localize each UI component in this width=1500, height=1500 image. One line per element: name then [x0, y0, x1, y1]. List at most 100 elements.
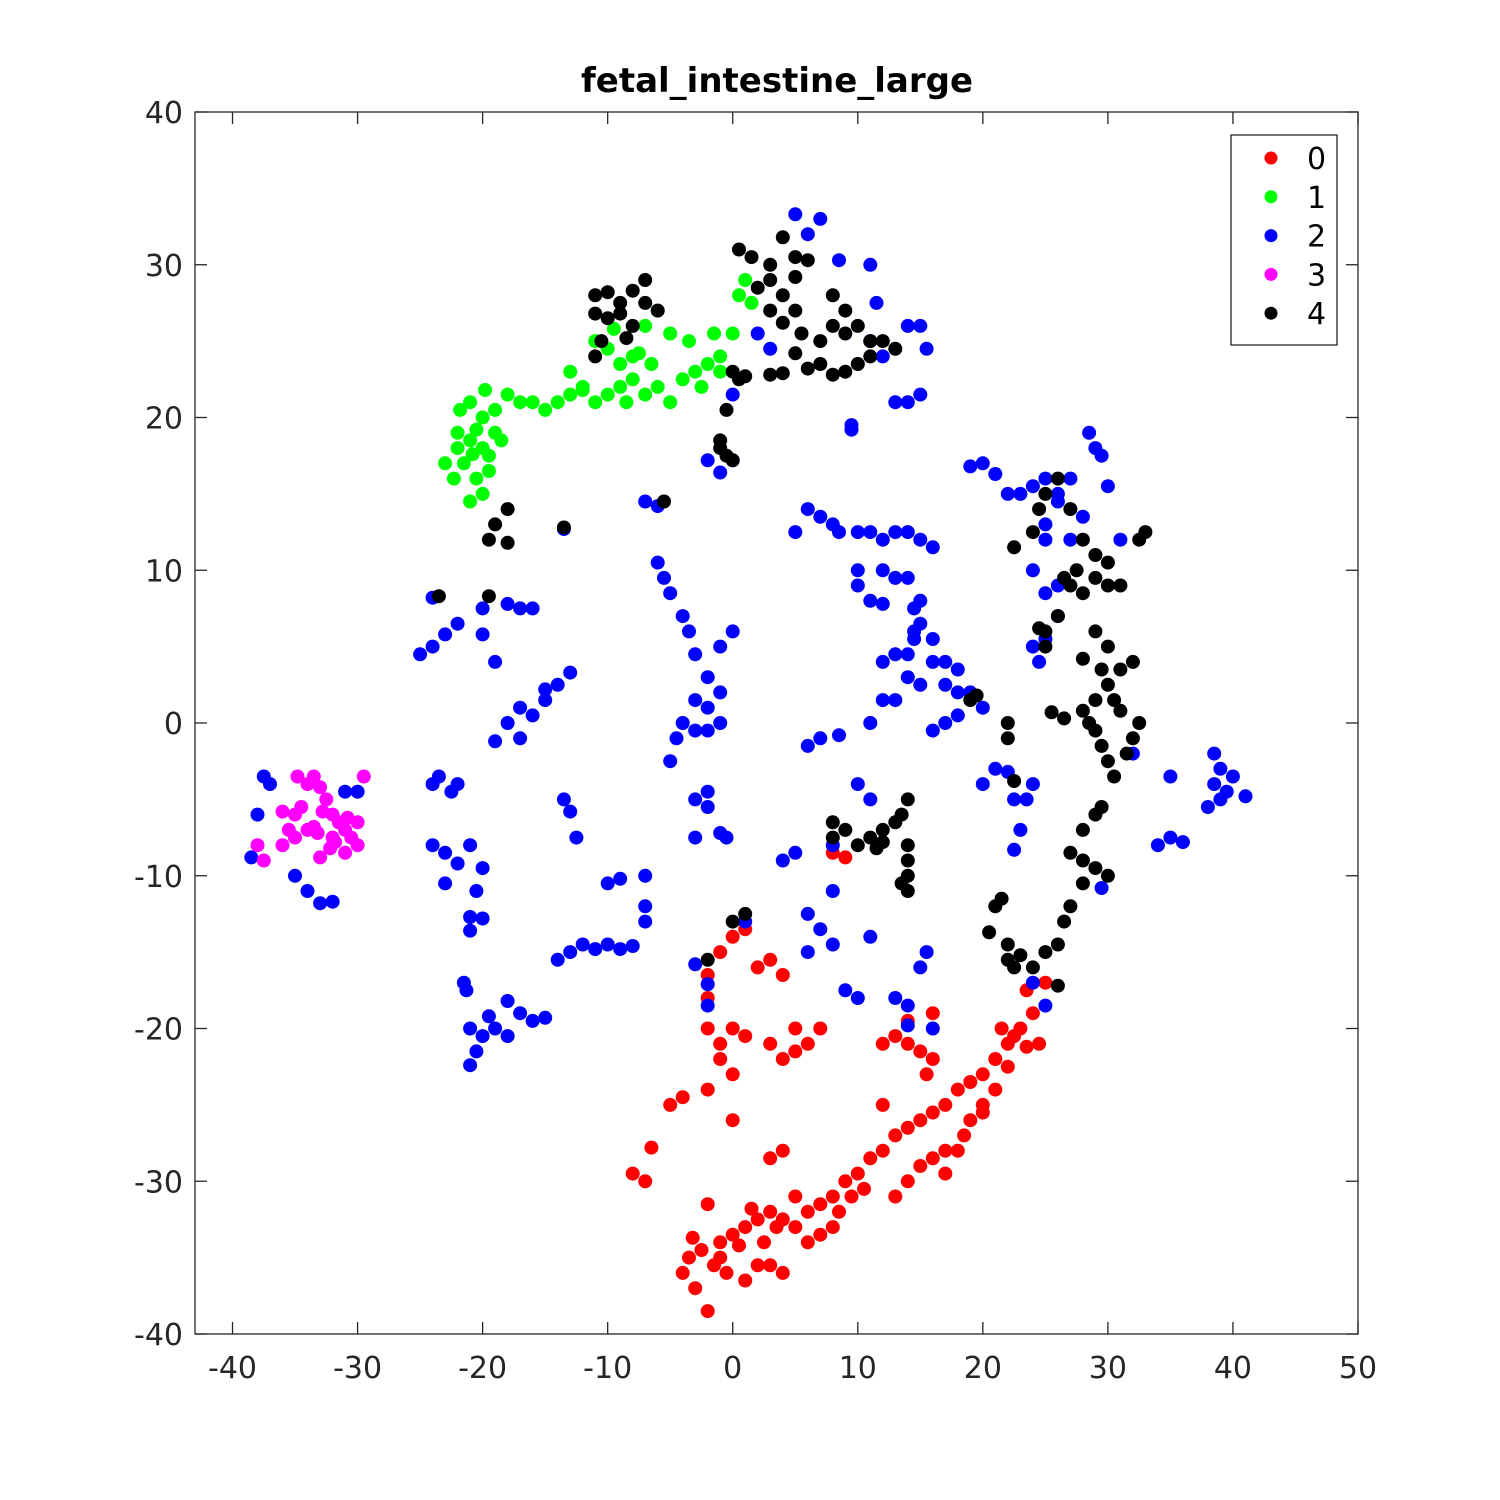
point-series-4-40: [800, 361, 815, 376]
point-series-0-77: [813, 1021, 828, 1036]
point-series-1-3: [456, 456, 471, 471]
point-series-1-35: [682, 334, 696, 349]
point-series-0-32: [975, 1067, 990, 1082]
point-series-2-0: [244, 850, 259, 865]
point-series-4-10: [650, 303, 665, 318]
point-series-1-44: [631, 346, 646, 361]
point-series-1-47: [732, 288, 746, 303]
point-series-4-126: [838, 822, 853, 837]
point-series-1-19: [550, 395, 565, 410]
point-series-4-85: [1113, 662, 1128, 677]
point-series-0-46: [800, 1235, 815, 1250]
point-series-0-96: [1007, 1029, 1022, 1044]
point-series-2-79: [713, 685, 728, 700]
point-series-2-198: [1038, 586, 1053, 601]
point-series-4-6: [600, 311, 615, 326]
point-series-0-29: [938, 1097, 953, 1112]
point-series-2-101: [713, 465, 728, 480]
point-series-2-181: [919, 945, 934, 960]
point-series-4-12: [619, 331, 634, 346]
point-series-2-134: [875, 563, 890, 578]
point-series-4-59: [657, 494, 671, 509]
point-series-4-18: [788, 250, 803, 265]
point-series-1-25: [625, 372, 640, 387]
point-series-4-100: [1057, 711, 1072, 726]
point-series-4-72: [1100, 578, 1115, 593]
point-series-0-83: [913, 1044, 928, 1059]
point-series-4-37: [838, 364, 853, 379]
point-series-0-21: [838, 1174, 853, 1189]
point-series-1-17: [525, 395, 540, 410]
point-series-4-26: [775, 315, 790, 330]
point-series-4-131: [894, 807, 909, 822]
point-series-2-51: [481, 1009, 496, 1024]
point-series-4-67: [1063, 502, 1078, 517]
point-series-0-105: [744, 1201, 759, 1216]
point-series-2-128: [863, 525, 878, 540]
point-series-2-9: [338, 784, 353, 799]
point-series-2-37: [463, 838, 478, 853]
point-series-2-64: [600, 937, 615, 952]
point-series-2-7: [325, 894, 340, 909]
point-series-2-233: [1025, 975, 1040, 990]
point-series-2-146: [925, 654, 940, 669]
point-series-2-58: [563, 804, 578, 819]
point-series-2-165: [832, 728, 846, 743]
point-series-4-55: [488, 517, 503, 532]
point-series-2-93: [688, 830, 703, 845]
point-series-0-72: [763, 1036, 778, 1051]
point-series-4-120: [1050, 978, 1065, 993]
point-series-2-168: [850, 777, 865, 792]
point-series-0-50: [700, 1197, 715, 1212]
legend-label-3: 3: [1307, 258, 1326, 293]
point-series-2-108: [800, 227, 815, 242]
point-series-4-148: [1057, 570, 1072, 585]
point-series-4-22: [750, 280, 765, 295]
point-series-2-221: [1150, 838, 1165, 853]
point-series-4-65: [1038, 486, 1053, 501]
point-series-4-44: [825, 288, 840, 303]
point-series-2-113: [875, 349, 890, 364]
point-series-4-97: [1125, 731, 1140, 746]
point-series-4-48: [738, 369, 753, 384]
point-series-4-39: [813, 357, 828, 371]
point-series-2-38: [475, 861, 490, 876]
point-series-2-153: [950, 708, 965, 723]
point-series-1-13: [438, 456, 453, 471]
point-series-0-6: [738, 1273, 753, 1288]
point-series-4-124: [1000, 937, 1015, 952]
point-series-0-89: [925, 1151, 940, 1166]
point-series-4-49: [719, 402, 734, 417]
point-series-4-2: [625, 283, 640, 298]
point-series-2-69: [638, 868, 653, 883]
point-series-2-55: [538, 1010, 553, 1025]
point-series-4-83: [1094, 662, 1109, 677]
point-series-0-67: [725, 929, 740, 944]
point-series-2-17: [488, 654, 503, 669]
point-series-2-161: [900, 670, 915, 685]
point-series-4-71: [1088, 570, 1103, 585]
point-series-2-98: [688, 957, 703, 972]
point-series-2-26: [550, 677, 565, 692]
point-series-1-34: [707, 326, 721, 341]
point-series-1-53: [513, 395, 528, 410]
point-series-4-68: [1075, 532, 1090, 547]
point-series-0-38: [1038, 975, 1053, 990]
point-series-4-125: [825, 815, 840, 830]
point-series-2-25: [538, 693, 553, 708]
point-series-0-24: [875, 1143, 890, 1158]
point-series-2-163: [907, 632, 922, 646]
point-series-4-20: [788, 270, 803, 284]
point-series-4-23: [763, 303, 778, 318]
point-series-0-106: [769, 1220, 784, 1235]
point-series-0-78: [763, 1151, 778, 1166]
point-series-2-205: [1063, 532, 1078, 547]
legend-marker-4: [1264, 306, 1278, 320]
point-series-0-47: [813, 1227, 828, 1242]
point-series-3-29: [323, 841, 338, 856]
point-series-0-23: [863, 1151, 878, 1166]
point-series-4-127: [850, 838, 865, 853]
point-series-2-167: [800, 738, 815, 753]
point-series-2-197: [1025, 563, 1040, 578]
series-3: [250, 769, 371, 868]
